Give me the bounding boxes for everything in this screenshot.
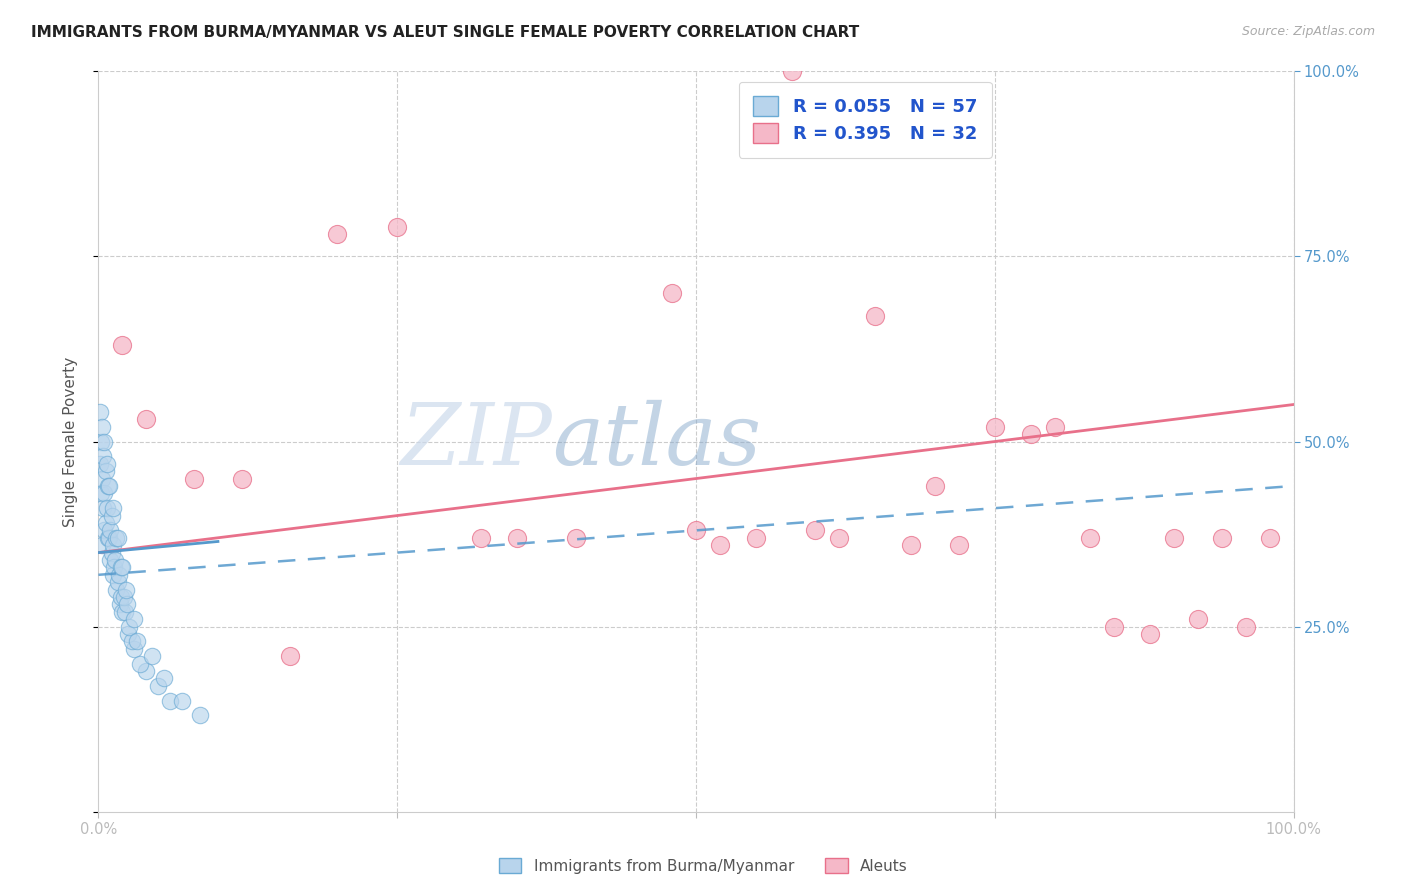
Point bbox=[96, 501, 118, 516]
Point bbox=[159, 694, 181, 708]
Point bbox=[111, 338, 134, 352]
Point bbox=[98, 531, 121, 545]
Point bbox=[107, 567, 129, 582]
Text: atlas: atlas bbox=[553, 401, 762, 483]
Point bbox=[1080, 531, 1102, 545]
Point bbox=[103, 560, 125, 574]
Point bbox=[97, 531, 120, 545]
Point bbox=[105, 582, 128, 597]
Point bbox=[118, 619, 141, 633]
Point bbox=[153, 672, 176, 686]
Point bbox=[115, 582, 138, 597]
Point bbox=[91, 472, 114, 486]
Point bbox=[129, 657, 152, 671]
Point bbox=[745, 531, 768, 545]
Point bbox=[112, 590, 135, 604]
Point bbox=[124, 641, 146, 656]
Point bbox=[107, 531, 129, 545]
Point bbox=[101, 538, 124, 552]
Point bbox=[900, 538, 922, 552]
Point bbox=[108, 598, 131, 612]
Point bbox=[385, 219, 409, 234]
Point bbox=[1139, 627, 1161, 641]
Point bbox=[91, 419, 114, 434]
Point bbox=[97, 479, 120, 493]
Point bbox=[101, 567, 124, 582]
Point bbox=[278, 649, 301, 664]
Point bbox=[110, 560, 132, 574]
Point bbox=[89, 405, 111, 419]
Point bbox=[117, 627, 139, 641]
Point bbox=[984, 419, 1007, 434]
Point bbox=[865, 309, 887, 323]
Point bbox=[111, 560, 134, 574]
Point bbox=[1163, 531, 1185, 545]
Point bbox=[1104, 619, 1126, 633]
Point bbox=[100, 508, 122, 523]
Point bbox=[89, 457, 111, 471]
Point bbox=[948, 538, 970, 552]
Point bbox=[121, 634, 143, 648]
Point bbox=[91, 538, 114, 552]
Point bbox=[709, 538, 731, 552]
Point bbox=[96, 457, 118, 471]
Point bbox=[661, 286, 683, 301]
Point bbox=[685, 524, 707, 538]
Point bbox=[94, 516, 117, 530]
Point bbox=[115, 598, 138, 612]
Text: ZIP: ZIP bbox=[401, 401, 553, 483]
Point bbox=[114, 605, 136, 619]
Point bbox=[183, 472, 205, 486]
Point bbox=[93, 434, 115, 449]
Point bbox=[124, 612, 146, 626]
Point bbox=[231, 472, 253, 486]
Point bbox=[1043, 419, 1066, 434]
Point bbox=[93, 524, 115, 538]
Point bbox=[94, 464, 117, 478]
Point bbox=[1211, 531, 1233, 545]
Point bbox=[104, 553, 127, 567]
Text: IMMIGRANTS FROM BURMA/MYANMAR VS ALEUT SINGLE FEMALE POVERTY CORRELATION CHART: IMMIGRANTS FROM BURMA/MYANMAR VS ALEUT S… bbox=[31, 25, 859, 40]
Point bbox=[804, 524, 827, 538]
Legend: R = 0.055   N = 57, R = 0.395   N = 32: R = 0.055 N = 57, R = 0.395 N = 32 bbox=[738, 82, 991, 158]
Point bbox=[135, 412, 157, 426]
Text: Source: ZipAtlas.com: Source: ZipAtlas.com bbox=[1241, 25, 1375, 38]
Point bbox=[1187, 612, 1209, 626]
Point bbox=[98, 479, 121, 493]
Point bbox=[91, 501, 114, 516]
Point bbox=[105, 531, 128, 545]
Point bbox=[135, 664, 157, 678]
Point bbox=[1234, 619, 1257, 633]
Legend: Immigrants from Burma/Myanmar, Aleuts: Immigrants from Burma/Myanmar, Aleuts bbox=[492, 852, 914, 880]
Point bbox=[565, 531, 588, 545]
Point bbox=[1258, 531, 1281, 545]
Point bbox=[110, 590, 132, 604]
Point bbox=[780, 64, 803, 78]
Point bbox=[924, 479, 946, 493]
Point bbox=[326, 227, 349, 242]
Point bbox=[148, 679, 170, 693]
Point bbox=[98, 524, 122, 538]
Point bbox=[93, 486, 115, 500]
Point bbox=[90, 434, 112, 449]
Point bbox=[828, 531, 851, 545]
Point bbox=[141, 649, 163, 664]
Point bbox=[107, 575, 129, 590]
Point bbox=[111, 605, 134, 619]
Point bbox=[98, 553, 122, 567]
Y-axis label: Single Female Poverty: Single Female Poverty bbox=[63, 357, 77, 526]
Point bbox=[90, 486, 112, 500]
Point bbox=[101, 501, 124, 516]
Point bbox=[100, 546, 122, 560]
Point bbox=[506, 531, 529, 545]
Point bbox=[125, 634, 148, 648]
Point bbox=[188, 708, 211, 723]
Point bbox=[172, 694, 194, 708]
Point bbox=[470, 531, 492, 545]
Point bbox=[91, 450, 114, 464]
Point bbox=[1019, 427, 1042, 442]
